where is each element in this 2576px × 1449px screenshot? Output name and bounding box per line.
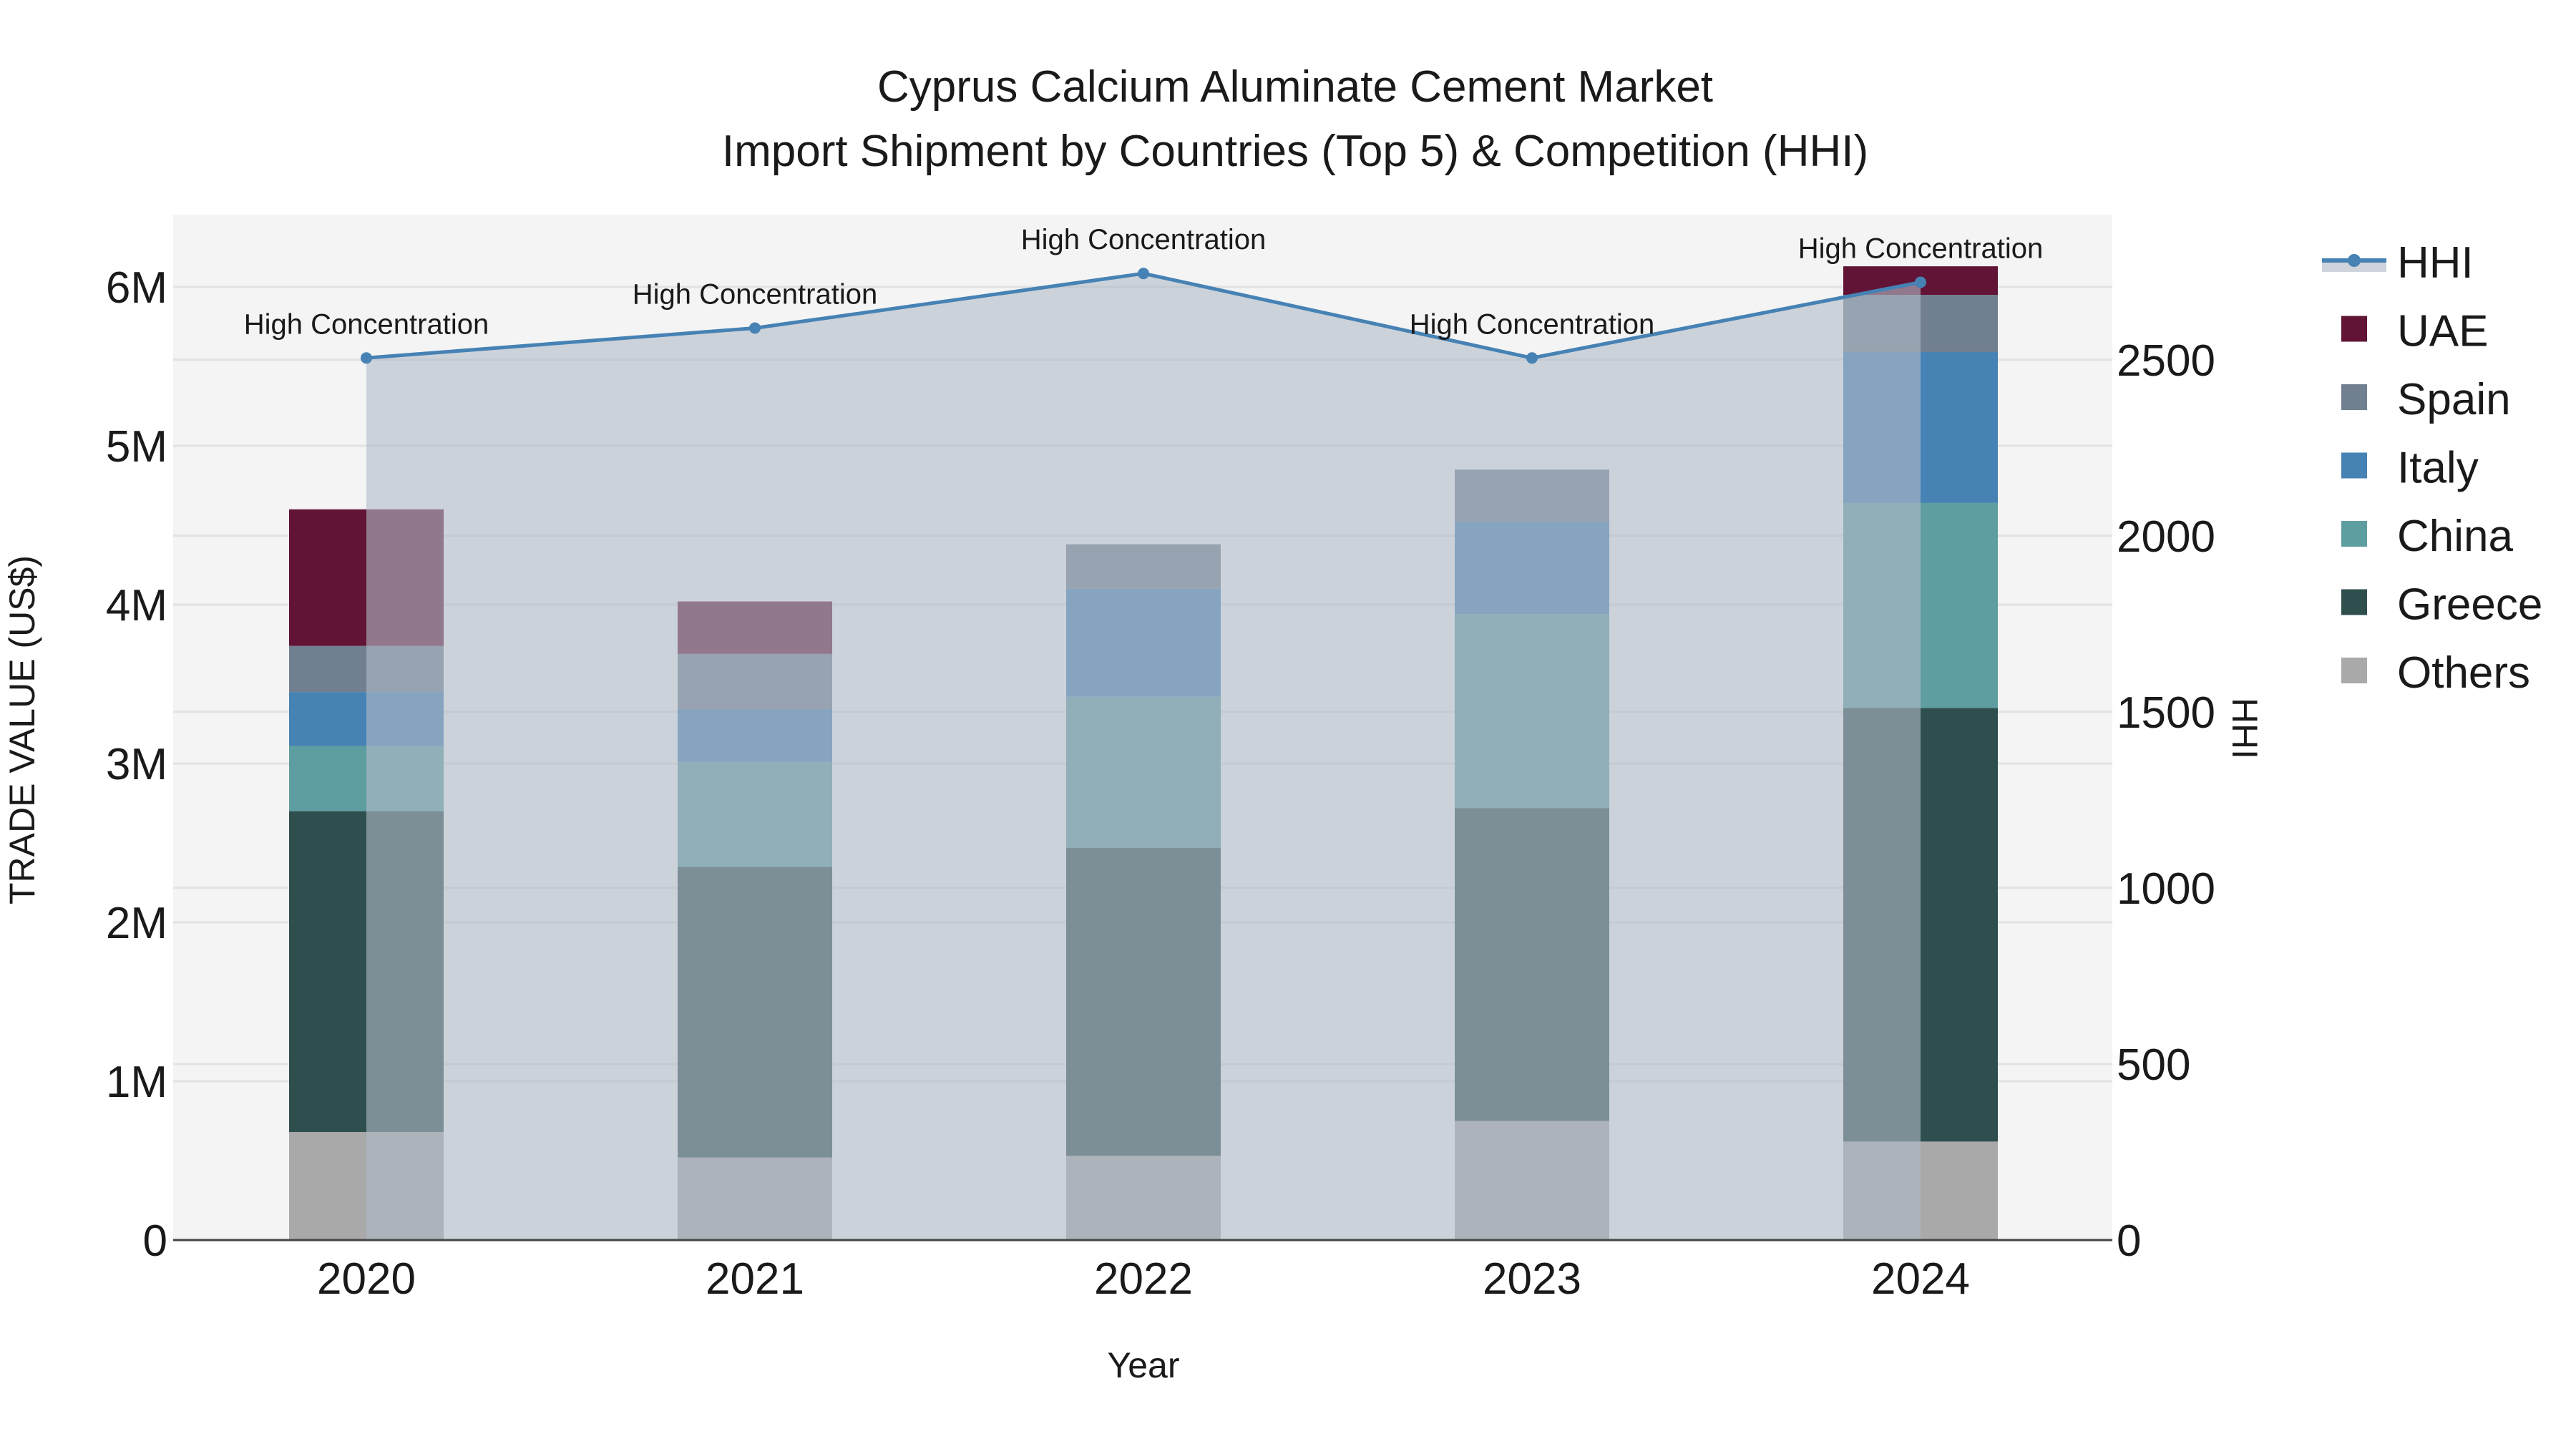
legend-label: China — [2397, 512, 2514, 561]
y-left-tick-label: 0 — [143, 1216, 167, 1266]
legend-swatch-icon — [2341, 452, 2367, 479]
hhi-annotation: High Concentration — [633, 278, 877, 310]
x-tick-label: 2024 — [1871, 1254, 1970, 1304]
legend-swatch-icon — [2341, 521, 2367, 547]
y-right-tick-label: 1000 — [2117, 864, 2215, 914]
y-left-tick-label: 3M — [106, 740, 167, 789]
y-left-tick-label: 5M — [106, 422, 167, 472]
legend-item-china[interactable]: China — [2341, 512, 2514, 561]
y-left-tick-label: 4M — [106, 581, 167, 630]
legend-item-hhi[interactable]: HHI — [2322, 238, 2474, 288]
legend-item-greece[interactable]: Greece — [2341, 580, 2542, 630]
x-tick-label: 2023 — [1483, 1254, 1581, 1304]
y-left-tick-label: 2M — [106, 899, 167, 948]
hhi-point[interactable] — [361, 352, 372, 364]
legend-item-spain[interactable]: Spain — [2341, 375, 2511, 424]
x-tick-label: 2020 — [317, 1254, 416, 1304]
hhi-series: High Concentration High Concentration High… — [244, 224, 2043, 1240]
axes: 0 1M 2M 3M 4M 5M 6M 0 500 1000 1500 2000 2500 2020 202… — [106, 263, 2215, 1304]
y-right-tick-label: 2000 — [2117, 512, 2215, 562]
hhi-area — [366, 273, 1921, 1240]
legend-item-uae[interactable]: UAE — [2341, 307, 2488, 356]
legend-label: Others — [2397, 648, 2530, 698]
legend-label: Greece — [2397, 580, 2542, 630]
hhi-annotation: High Concentration — [244, 308, 489, 340]
hhi-point[interactable] — [1915, 276, 1926, 288]
hhi-point[interactable] — [1526, 352, 1538, 364]
hhi-point[interactable] — [749, 322, 761, 334]
y-axis-left-label: TRADE VALUE (US$) — [2, 555, 42, 904]
y-right-tick-label: 1500 — [2117, 688, 2215, 738]
hhi-annotation: High Concentration — [1410, 308, 1654, 340]
x-tick-label: 2021 — [706, 1254, 804, 1304]
legend: HHI UAE Spain Italy China Greece Others — [2322, 238, 2542, 698]
legend-marker-icon — [2348, 254, 2361, 267]
y-axis-right-label: HHI — [2225, 698, 2265, 759]
legend-swatch-icon — [2341, 316, 2367, 342]
hhi-point[interactable] — [1138, 268, 1149, 280]
legend-label: UAE — [2397, 307, 2488, 356]
y-right-tick-label: 2500 — [2117, 336, 2215, 386]
y-right-tick-label: 0 — [2117, 1216, 2141, 1266]
chart-title-line2: Import Shipment by Countries (Top 5) & C… — [722, 127, 1868, 176]
legend-label: Spain — [2397, 375, 2511, 424]
legend-swatch-icon — [2341, 589, 2367, 615]
x-axis-label: Year — [1107, 1345, 1179, 1385]
x-tick-label: 2022 — [1094, 1254, 1193, 1304]
legend-label: HHI — [2397, 238, 2474, 288]
hhi-annotation: High Concentration — [1021, 224, 1266, 255]
chart-title-line1: Cyprus Calcium Aluminate Cement Market — [877, 62, 1713, 112]
y-right-tick-label: 500 — [2117, 1040, 2190, 1090]
y-left-tick-label: 1M — [106, 1058, 167, 1107]
legend-item-others[interactable]: Others — [2341, 648, 2530, 698]
legend-item-italy[interactable]: Italy — [2341, 444, 2479, 493]
y-left-tick-label: 6M — [106, 263, 167, 313]
hhi-annotation: High Concentration — [1798, 233, 2043, 264]
legend-swatch-icon — [2341, 658, 2367, 683]
legend-label: Italy — [2397, 444, 2479, 493]
legend-swatch-icon — [2341, 384, 2367, 410]
